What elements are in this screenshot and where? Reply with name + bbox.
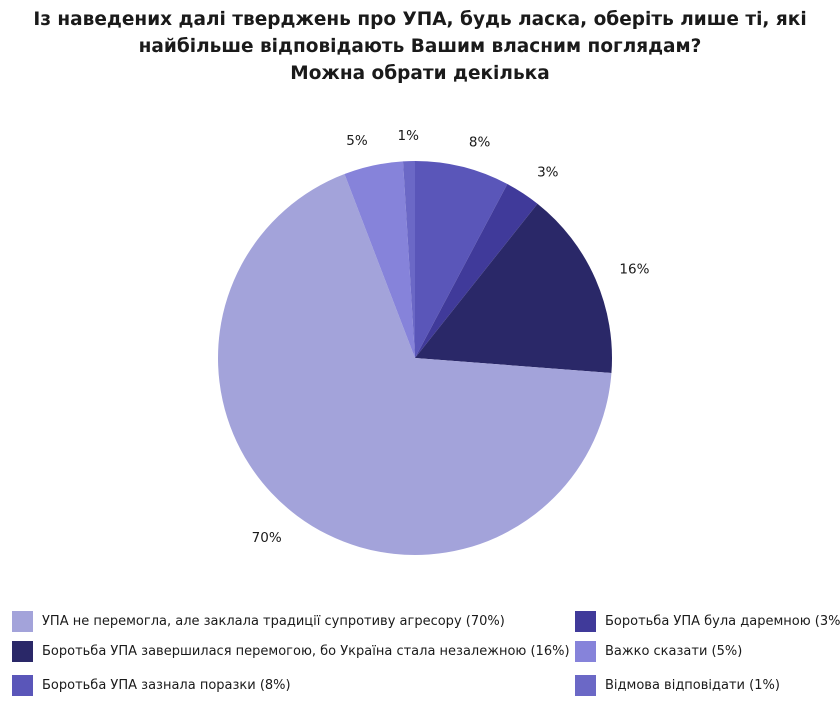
pie-slice-5: [344, 161, 415, 358]
pie-slice-label-3: 16%: [619, 262, 649, 278]
chart-title-line-2: найбільше відповідають Вашим власним пог…: [138, 36, 702, 57]
pie-slice-label-4: 70%: [252, 530, 282, 546]
pie-slice-label-5: 5%: [346, 133, 368, 149]
pie-slice-1: [415, 161, 508, 358]
pie-slice-3: [415, 203, 613, 374]
pie-slice-label-2: 3%: [537, 164, 559, 180]
chart-title-line-1: Із наведених далі тверджень про УПА, буд…: [33, 9, 807, 30]
chart-title: Із наведених далі тверджень про УПА, буд…: [0, 6, 840, 87]
pie-slice-label-6: 1%: [397, 128, 419, 144]
pie-slice-4: [218, 174, 612, 556]
pie-slice-label-1: 8%: [469, 135, 491, 151]
pie-slice-6: [402, 161, 415, 358]
chart-title-line-3: Можна обрати декілька: [290, 63, 550, 84]
pie-slice-2: [415, 184, 538, 358]
